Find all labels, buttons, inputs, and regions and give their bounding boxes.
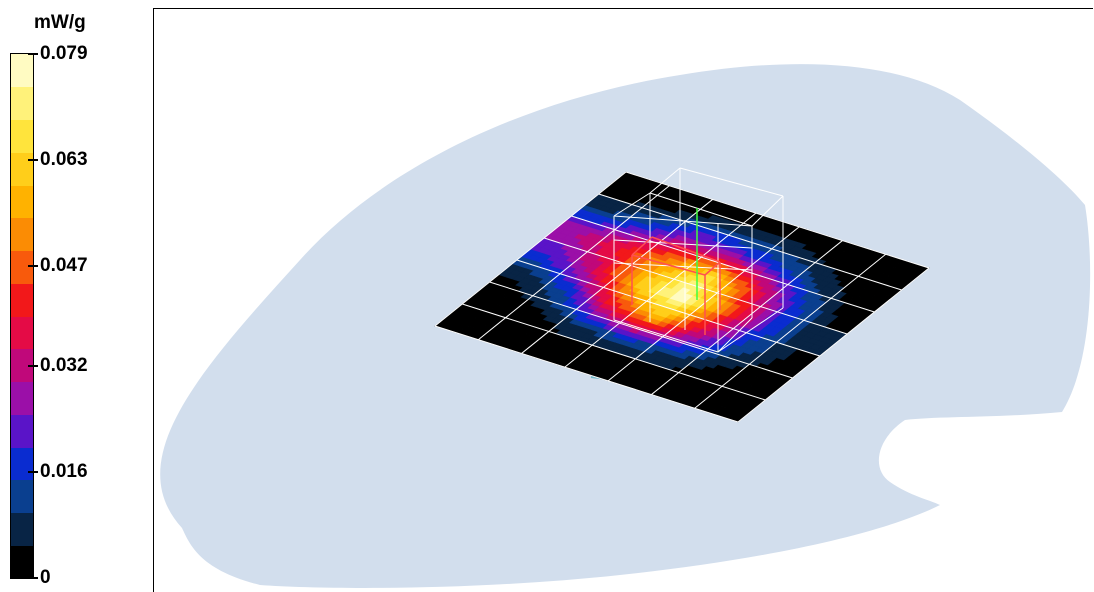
cube-edge — [613, 262, 753, 271]
colorbar — [10, 53, 34, 579]
colorbar-tick-label: 0.047 — [40, 255, 88, 277]
colorbar-tick-label: 0.063 — [40, 149, 88, 171]
grid-line — [571, 215, 875, 313]
grid-line — [564, 212, 757, 368]
colorbar-swatch — [11, 283, 33, 317]
grid-line — [516, 259, 821, 357]
grid-line — [434, 325, 739, 423]
probe-box-edge — [631, 254, 706, 276]
colorbar-swatch — [11, 348, 33, 382]
cube-edge — [649, 192, 753, 227]
grid-line — [737, 267, 930, 423]
colorbar-swatch — [11, 86, 33, 120]
colorbar-tick-mark — [28, 265, 38, 268]
colorbar-swatch — [11, 414, 33, 448]
cube-edge — [649, 167, 681, 194]
probe-box-edge — [651, 236, 721, 263]
colorbar-swatch — [11, 250, 33, 284]
colorbar-tick-mark — [28, 364, 38, 367]
colorbar-tick-label: 0.032 — [40, 354, 88, 376]
grid-line — [477, 185, 670, 341]
colorbar-tick-label: 0.016 — [40, 460, 88, 482]
grid-line — [489, 281, 793, 379]
grid-line — [434, 171, 627, 327]
colorbar-tick-label: 0.079 — [40, 43, 88, 64]
cube-edge — [679, 167, 784, 197]
colorbar-tick-mark — [28, 470, 38, 473]
zoom-scan-cube — [613, 167, 784, 353]
grid-line — [521, 199, 713, 354]
cube-edge — [717, 307, 784, 353]
grid-line — [598, 193, 902, 291]
grid-line — [625, 171, 930, 269]
colorbar-swatch — [11, 545, 33, 579]
colorbar-swatch — [11, 217, 33, 251]
colorbar-swatch — [11, 119, 33, 153]
colorbar-swatch — [11, 381, 33, 415]
plot-area — [153, 8, 1093, 592]
colorbar-swatch — [11, 447, 33, 481]
colorbar-swatch — [11, 54, 33, 88]
colorbar-swatch — [11, 512, 33, 546]
cube-edge — [613, 239, 753, 249]
colorbar-swatch — [11, 185, 33, 219]
sar-heatmap-plane — [434, 171, 930, 423]
cube-edge — [613, 319, 719, 353]
grid-line — [694, 253, 887, 409]
colorbar-tick-mark — [28, 53, 38, 55]
grid-line — [651, 240, 843, 395]
cube-edge — [613, 192, 651, 217]
colorbar-tick-label: 0 — [40, 567, 51, 588]
probe-box-edge — [631, 236, 653, 256]
probe-box-edge — [704, 261, 721, 276]
grid-line — [462, 303, 766, 401]
colorbar-unit-label: mW/g — [34, 12, 86, 33]
cube-edge — [717, 317, 753, 353]
cube-edge — [613, 215, 753, 227]
grid-line — [607, 226, 800, 382]
grid-line — [543, 237, 848, 335]
colorbar-tick-mark — [28, 159, 38, 162]
colorbar-swatch — [11, 316, 33, 350]
colorbar-tick-mark — [28, 577, 38, 579]
cube-edge — [751, 195, 784, 227]
colorbar-swatch — [11, 152, 33, 186]
colorbar-legend: mW/g 0.079 0.063 0.047 0.032 0.016 0 — [0, 0, 150, 592]
colorbar-swatch — [11, 479, 33, 513]
